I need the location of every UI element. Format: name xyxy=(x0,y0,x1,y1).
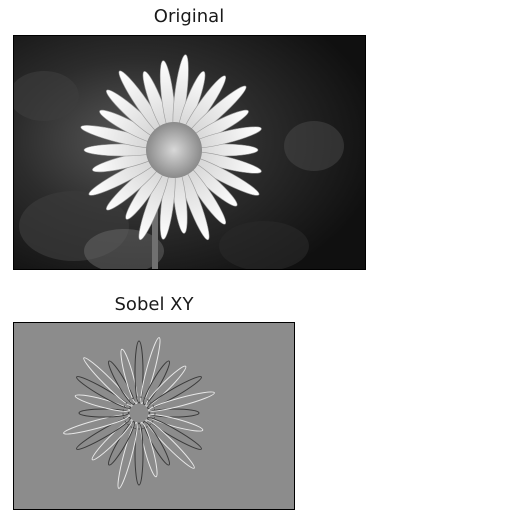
edge-contour xyxy=(76,376,131,409)
edge-contour xyxy=(91,419,133,461)
edge-contour xyxy=(148,391,215,412)
edge-contour xyxy=(108,360,135,405)
sobel-image xyxy=(13,322,295,510)
edge-contour xyxy=(63,414,130,435)
edge-contour xyxy=(145,365,187,407)
edge-contour xyxy=(76,417,131,450)
edge-contour xyxy=(140,422,158,478)
edge-contour xyxy=(83,357,133,407)
edge-contour xyxy=(140,337,161,404)
edge-contour xyxy=(143,421,170,466)
edge-contour xyxy=(148,414,204,432)
edge-contour xyxy=(120,348,138,404)
sobel-image-graphic xyxy=(14,323,294,509)
edge-contour xyxy=(147,417,202,450)
edge-contour xyxy=(108,421,135,466)
edge-contour xyxy=(134,340,144,404)
edge-contour xyxy=(145,419,195,469)
edge-contour xyxy=(117,422,138,489)
edge-contour xyxy=(147,376,202,409)
original-image xyxy=(13,35,366,270)
edge-contour xyxy=(78,408,130,418)
original-image-graphic xyxy=(14,36,365,269)
sobel-title: Sobel XY xyxy=(114,294,194,315)
edge-contour xyxy=(134,422,144,486)
edge-contour xyxy=(143,360,170,405)
edge-center xyxy=(122,396,156,430)
edge-contour xyxy=(74,394,130,412)
edge-contour xyxy=(148,408,200,418)
original-title: Original xyxy=(153,6,225,27)
